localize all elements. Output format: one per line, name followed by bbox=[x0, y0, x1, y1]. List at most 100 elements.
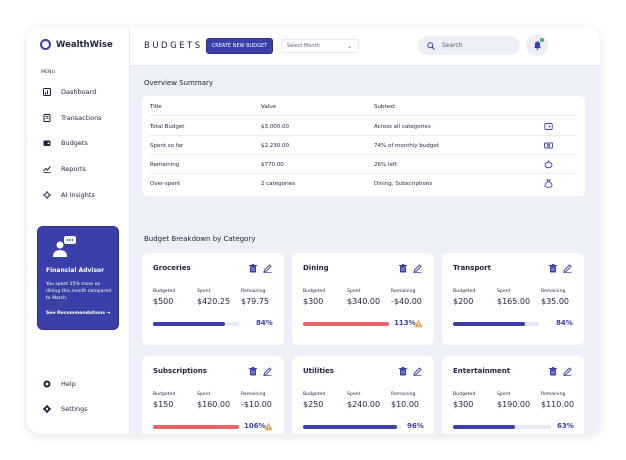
brand-logo[interactable]: WealthWise bbox=[40, 39, 113, 50]
edit-icon[interactable] bbox=[263, 367, 272, 376]
remaining-value: $79.75 bbox=[241, 297, 269, 306]
sidebar-item-ai-insights[interactable]: AI Insights bbox=[43, 191, 95, 199]
progress-bar bbox=[303, 425, 401, 429]
budget-card-subscriptions[interactable]: Subscriptions Budgeted $150 Spent $160.0… bbox=[142, 356, 284, 434]
row-value: 2 categories bbox=[261, 181, 296, 187]
settings-icon bbox=[43, 405, 51, 413]
table-header-row: Title Value Subtext bbox=[150, 98, 577, 116]
delete-icon[interactable] bbox=[399, 367, 407, 376]
spent-label: Spent bbox=[497, 392, 511, 397]
budgeted-value: $500 bbox=[153, 297, 174, 306]
table-row: Remaining $770.00 26% left bbox=[150, 156, 577, 174]
main-content: Overview Summary Title Value Subtext Tot… bbox=[130, 66, 600, 434]
delete-icon[interactable] bbox=[249, 367, 257, 376]
progress-fill bbox=[153, 322, 226, 326]
row-title: Remaining bbox=[150, 162, 180, 168]
progress-percent: 84% bbox=[256, 319, 273, 327]
remaining-label: Remaining bbox=[241, 289, 266, 294]
reports-icon bbox=[43, 166, 51, 173]
spent-label: Spent bbox=[347, 392, 361, 397]
search-icon bbox=[427, 41, 435, 50]
sidebar-item-label: Transactions bbox=[61, 114, 102, 122]
warning-icon bbox=[414, 319, 423, 328]
sidebar-item-dashboard[interactable]: Dashboard bbox=[43, 88, 96, 96]
category-name: Groceries bbox=[153, 264, 191, 272]
delete-icon[interactable] bbox=[249, 264, 257, 273]
advisor-title: Financial Advisor bbox=[46, 267, 105, 274]
budget-card-utilities[interactable]: Utilities Budgeted $250 Spent $240.00 Re… bbox=[292, 356, 434, 434]
delete-icon[interactable] bbox=[399, 264, 407, 273]
ai-insights-icon bbox=[43, 191, 51, 199]
notifications-button[interactable] bbox=[526, 34, 548, 56]
see-recommendations-link[interactable]: See Recommendations → bbox=[46, 311, 111, 316]
help-icon bbox=[43, 380, 51, 388]
remaining-value: -$40.00 bbox=[391, 297, 422, 306]
remaining-label: Remaining bbox=[241, 392, 266, 397]
sidebar-item-transactions[interactable]: Transactions bbox=[43, 114, 102, 122]
delete-icon[interactable] bbox=[549, 264, 557, 273]
row-subtext: Across all categories bbox=[374, 124, 431, 130]
row-title: Over-spent bbox=[150, 181, 181, 187]
table-header: Value bbox=[261, 104, 277, 110]
sidebar-item-help[interactable]: Help bbox=[43, 380, 76, 388]
budget-card-entertainment[interactable]: Entertainment Budgeted $300 Spent $190.0… bbox=[442, 356, 584, 434]
edit-icon[interactable] bbox=[413, 367, 422, 376]
cash-icon bbox=[544, 142, 553, 149]
progress-fill bbox=[453, 425, 515, 429]
progress-percent: 63% bbox=[557, 422, 574, 430]
wallet-icon bbox=[544, 123, 553, 130]
budgeted-value: $250 bbox=[303, 400, 324, 409]
progress-bar bbox=[303, 322, 389, 326]
table-header: Subtext bbox=[374, 104, 396, 110]
remaining-value: $10.00 bbox=[391, 400, 419, 409]
budgets-icon bbox=[43, 140, 51, 146]
chevron-down-icon: ⌄ bbox=[346, 43, 352, 50]
progress-percent: 106% bbox=[244, 422, 266, 430]
budget-card-dining[interactable]: Dining Budgeted $300 Spent $340.00 Remai… bbox=[292, 253, 434, 345]
sidebar-item-label: Help bbox=[61, 380, 76, 388]
sidebar-item-label: Dashboard bbox=[61, 88, 97, 96]
top-bar: BUDGETS CREATE NEW BUDGET Select Month ⌄… bbox=[130, 27, 600, 66]
month-select[interactable]: Select Month ⌄ bbox=[281, 39, 359, 53]
create-new-budget-button[interactable]: CREATE NEW BUDGET bbox=[206, 38, 273, 54]
edit-icon[interactable] bbox=[563, 264, 572, 273]
edit-icon[interactable] bbox=[563, 367, 572, 376]
category-name: Subscriptions bbox=[153, 367, 207, 375]
budgeted-label: Budgeted bbox=[303, 289, 326, 294]
budgeted-value: $200 bbox=[453, 297, 474, 306]
spent-label: Spent bbox=[197, 289, 211, 294]
sidebar-item-reports[interactable]: Reports bbox=[43, 165, 86, 173]
bell-icon bbox=[533, 41, 541, 50]
row-value: $3,000.00 bbox=[261, 124, 289, 130]
advisor-icon bbox=[53, 236, 76, 257]
category-name: Dining bbox=[303, 264, 329, 272]
spent-label: Spent bbox=[197, 392, 211, 397]
remaining-value: $35.00 bbox=[541, 297, 569, 306]
search-input[interactable]: Search bbox=[418, 36, 520, 55]
overview-title: Overview Summary bbox=[144, 79, 214, 87]
edit-icon[interactable] bbox=[263, 264, 272, 273]
edit-icon[interactable] bbox=[413, 264, 422, 273]
card-actions bbox=[549, 264, 572, 273]
progress-percent: 96% bbox=[407, 422, 424, 430]
delete-icon[interactable] bbox=[549, 367, 557, 376]
row-value: $2,230.00 bbox=[261, 143, 289, 149]
category-name: Utilities bbox=[303, 367, 334, 375]
overview-summary-table: Title Value Subtext Total Budget $3,000.… bbox=[142, 96, 585, 196]
row-subtext: 26% left bbox=[374, 162, 397, 168]
budget-card-groceries[interactable]: Groceries Budgeted $500 Spent $420.25 Re… bbox=[142, 253, 284, 345]
budget-card-transport[interactable]: Transport Budgeted $200 Spent $165.00 Re… bbox=[442, 253, 584, 345]
budgeted-label: Budgeted bbox=[303, 392, 326, 397]
progress-bar bbox=[153, 425, 239, 429]
sidebar-item-budgets[interactable]: Budgets bbox=[43, 139, 88, 147]
table-row: Total Budget $3,000.00 Across all catego… bbox=[150, 118, 577, 136]
sidebar-item-settings[interactable]: Settings bbox=[43, 405, 88, 413]
spent-value: $240.00 bbox=[347, 400, 381, 409]
spent-value: $165.00 bbox=[497, 297, 531, 306]
spent-value: $420.25 bbox=[197, 297, 231, 306]
page-title: BUDGETS bbox=[144, 41, 203, 51]
table-row: Over-spent 2 categories Dining, Subscrip… bbox=[150, 175, 577, 193]
progress-bar bbox=[153, 322, 239, 326]
row-title: Total Budget bbox=[150, 124, 185, 130]
remaining-label: Remaining bbox=[541, 392, 566, 397]
